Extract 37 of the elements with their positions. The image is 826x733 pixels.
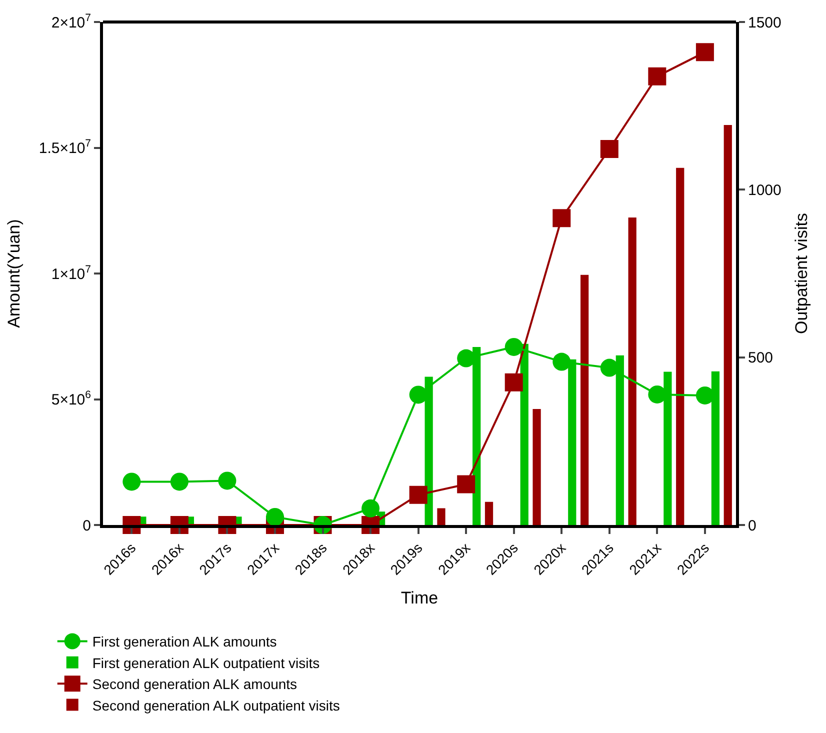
legend-label: Second generation ALK amounts [92, 676, 298, 692]
point [552, 352, 571, 371]
point [600, 140, 618, 158]
y-tick-label: 1×10$^{7}$ [51, 263, 92, 283]
legend-label: Second generation ALK outpatient visits [92, 697, 340, 714]
y-tick-label: 5×10$^{6}$ [51, 389, 92, 408]
bar [628, 218, 636, 525]
y-tick-label: 1.5×10$^{7}$ [38, 138, 92, 157]
y-tick-label: 2×10$^{7}$ [51, 12, 92, 32]
point [648, 67, 666, 86]
bar [724, 124, 732, 525]
point [457, 475, 476, 494]
point [409, 486, 428, 504]
bar [676, 168, 684, 525]
x-axis-title: Time [400, 588, 438, 608]
point [696, 43, 714, 62]
point [504, 373, 523, 392]
point [170, 472, 188, 491]
bar [484, 502, 494, 525]
point [266, 508, 284, 526]
point [122, 472, 141, 491]
bar [580, 274, 589, 525]
y2-tick-label: 1500 [748, 14, 782, 32]
point [504, 338, 523, 356]
y2-tick-label: 500 [748, 350, 774, 367]
y2-tick-label: 1000 [748, 182, 782, 199]
point [362, 499, 380, 518]
point [552, 209, 571, 228]
y2-axis-title: Outpatient visits [792, 213, 811, 334]
legend-label: First generation ALK amounts [92, 634, 277, 650]
bar [437, 508, 446, 525]
y-axis-title: Amount(Yuan) [4, 219, 24, 328]
point [218, 472, 236, 490]
legend-label: First generation ALK outpatient visits [92, 654, 320, 671]
y-tick-label: 0 [82, 517, 91, 534]
bar [532, 408, 541, 525]
y2-tick-label: 0 [748, 517, 756, 534]
